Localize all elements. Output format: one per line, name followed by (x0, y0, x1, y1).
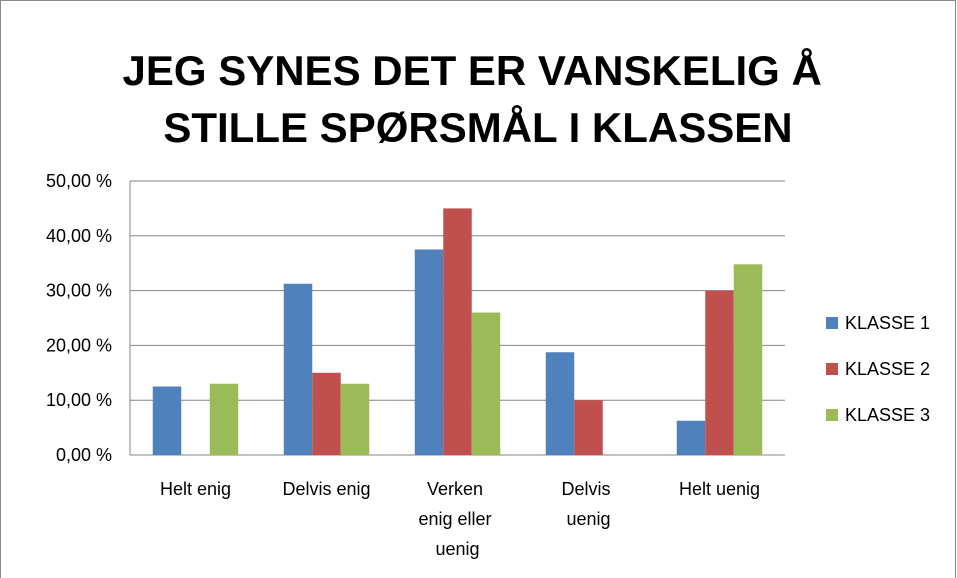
legend-label: KLASSE 3 (845, 405, 930, 425)
chart-title: JEG SYNES DET ER VANSKELIG Å STILLE SPØR… (122, 47, 833, 151)
x-tick-label-line: uenig (435, 539, 479, 559)
legend-swatch (826, 317, 838, 329)
y-tick-label: 40,00 % (46, 226, 112, 246)
x-tick-label-line: Verken (427, 479, 488, 499)
x-tick-label-line: Delvis enig (282, 479, 370, 499)
bar (471, 312, 501, 455)
bar (705, 290, 734, 455)
y-tick-label: 30,00 % (46, 281, 112, 301)
x-tick-label: Helt enig (160, 479, 231, 499)
x-tick-label: Helt uenig (679, 479, 760, 499)
legend-label: KLASSE 2 (845, 359, 930, 379)
bar (152, 386, 182, 455)
legend-swatch (826, 409, 838, 421)
y-tick-label: 50,00 % (46, 171, 112, 191)
x-tick-label: Delvis enig (282, 479, 370, 499)
x-tick-label-line: Helt uenig (679, 479, 760, 499)
bar (443, 208, 472, 455)
y-tick-label: 10,00 % (46, 390, 112, 410)
bar (574, 400, 603, 455)
bar (676, 420, 706, 455)
bar (545, 352, 575, 455)
bar (733, 264, 763, 455)
bar (283, 283, 313, 455)
chart-title-line: JEG SYNES DET ER VANSKELIG Å (122, 47, 833, 94)
y-tick-label: 20,00 % (46, 335, 112, 355)
bar (340, 383, 370, 455)
x-tick-label-line: uenig (566, 509, 610, 529)
x-tick-label-line: enig eller (418, 509, 496, 529)
bar (312, 372, 341, 455)
chart-title-line: STILLE SPØRSMÅL I KLASSEN (163, 104, 792, 151)
legend-swatch (826, 363, 838, 375)
bar (209, 383, 239, 455)
x-tick-label-line: Delvis (561, 479, 615, 499)
x-tick-label: Delvis uenig (561, 479, 615, 529)
x-tick-label: Verken enig eller uenig (418, 479, 496, 559)
y-tick-label: 0,00 % (56, 445, 112, 465)
legend-label: KLASSE 1 (845, 313, 930, 333)
x-tick-label-line: Helt enig (160, 479, 231, 499)
bar (414, 249, 444, 455)
